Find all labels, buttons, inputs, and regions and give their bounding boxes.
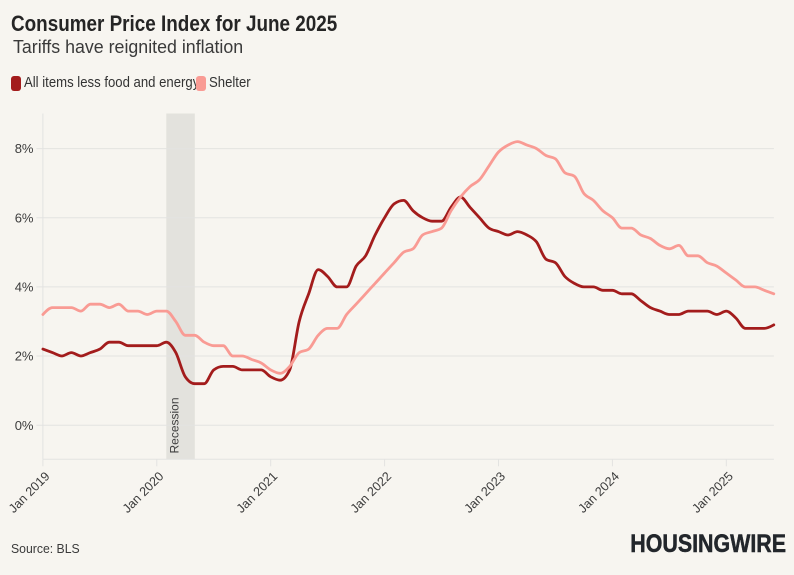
svg-text:Jan 2019: Jan 2019 [6, 469, 53, 516]
svg-text:Jan 2025: Jan 2025 [689, 469, 736, 516]
svg-text:Jan 2022: Jan 2022 [348, 469, 395, 516]
svg-text:0%: 0% [15, 418, 34, 433]
svg-text:6%: 6% [15, 210, 34, 225]
svg-text:Recession: Recession [168, 397, 182, 453]
svg-text:Jan 2021: Jan 2021 [234, 469, 281, 516]
svg-text:4%: 4% [15, 280, 34, 295]
svg-text:2%: 2% [15, 349, 34, 364]
svg-text:Jan 2020: Jan 2020 [120, 469, 167, 516]
svg-text:8%: 8% [15, 141, 34, 156]
svg-text:Jan 2023: Jan 2023 [462, 469, 509, 516]
svg-text:Jan 2024: Jan 2024 [575, 469, 622, 516]
